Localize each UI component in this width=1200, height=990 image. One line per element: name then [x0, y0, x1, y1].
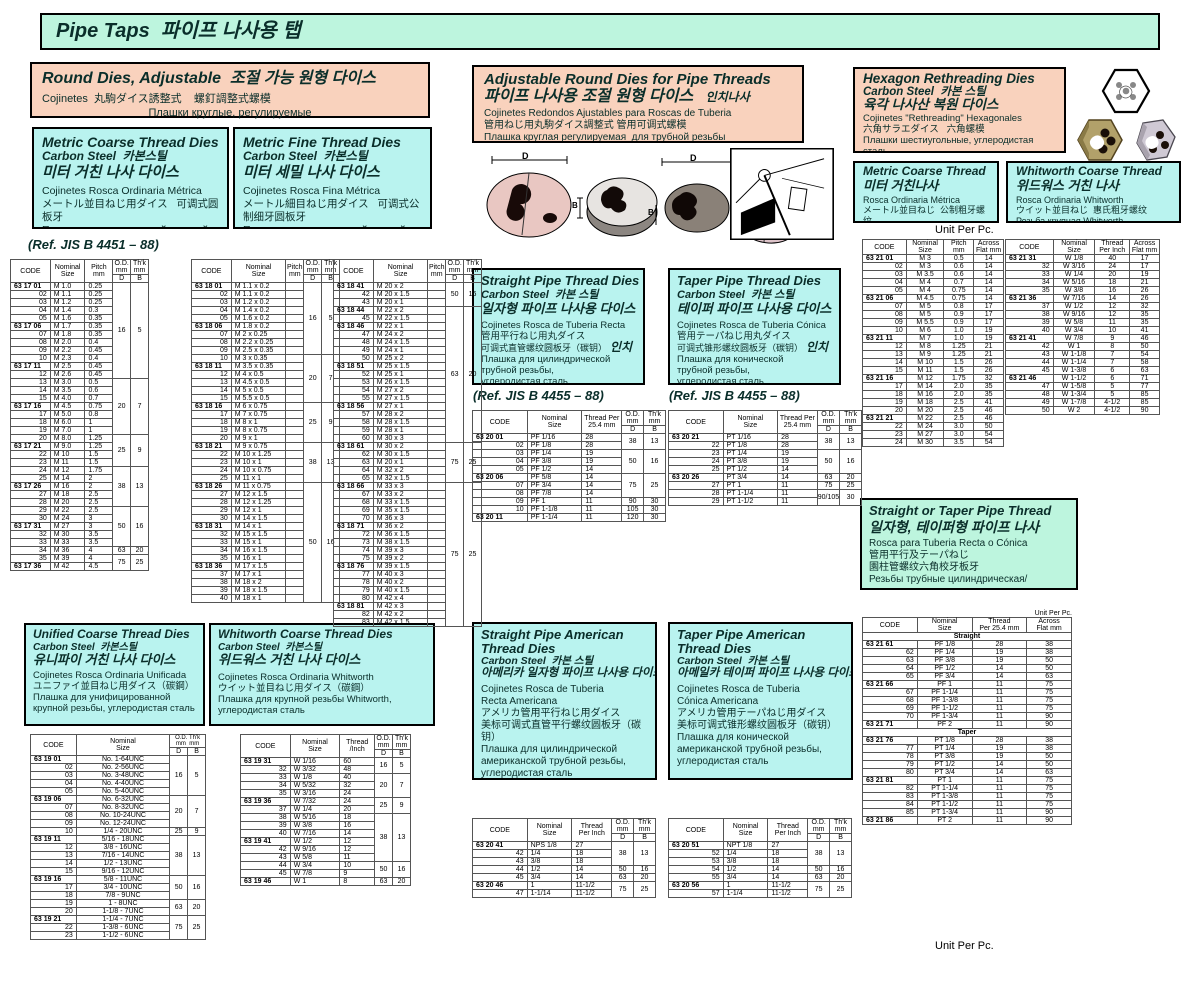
svg-text:D: D: [522, 151, 529, 161]
svg-text:B: B: [648, 208, 654, 217]
svg-text:B: B: [572, 201, 578, 210]
svg-text:D: D: [690, 153, 697, 163]
